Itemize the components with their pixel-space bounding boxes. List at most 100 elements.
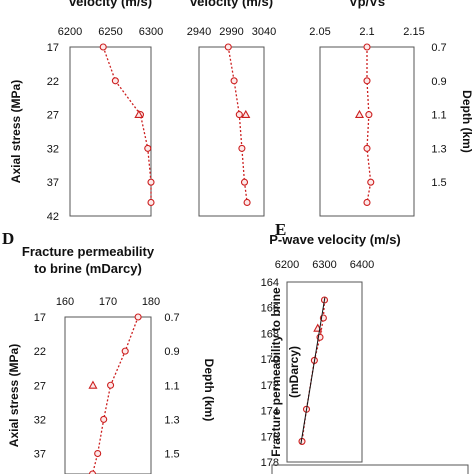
triangle-point bbox=[241, 109, 251, 119]
y-tick-label: 22 bbox=[47, 76, 59, 88]
y-tick-label: 27 bbox=[47, 110, 59, 122]
x-tick-label: 2990 bbox=[219, 26, 243, 38]
plot-frame bbox=[286, 281, 363, 463]
y2-tick-label: 1.5 bbox=[164, 449, 179, 461]
chart-panel-3: Vp/Vs 2.05 2.1 2.15 0.7 0.9 1.1 1.3 1.5 Depth (km… bbox=[309, 0, 474, 217]
circle-point bbox=[238, 144, 246, 152]
series-line bbox=[102, 46, 152, 203]
chart-title: P-wave velocity (m/s) bbox=[269, 232, 401, 247]
circle-point bbox=[107, 381, 115, 389]
circle-point bbox=[235, 111, 243, 119]
triangle-point bbox=[134, 109, 144, 119]
y-tick-label: 176 bbox=[261, 431, 279, 443]
y-tick-label: 178 bbox=[261, 457, 279, 469]
circle-point bbox=[144, 144, 152, 152]
x-tick-label: 6200 bbox=[275, 259, 299, 271]
circle-point bbox=[88, 470, 97, 474]
triangle-point bbox=[88, 380, 98, 389]
circle-point bbox=[99, 43, 107, 51]
x-tick-label: 2.15 bbox=[403, 26, 424, 38]
circle-point bbox=[121, 347, 129, 355]
y-tick-label: 174 bbox=[261, 406, 279, 418]
y2-tick-label: 1.1 bbox=[431, 110, 446, 122]
y2-tick-label: 1.3 bbox=[164, 414, 179, 426]
circle-point bbox=[134, 313, 142, 321]
circle-point bbox=[111, 77, 119, 85]
series-line bbox=[227, 46, 248, 203]
circle-point bbox=[367, 178, 375, 186]
y-tick-label: 164 bbox=[261, 277, 279, 289]
chart-title-line: to brine (mDarcy) bbox=[34, 261, 142, 276]
y2-tick-label: 1.5 bbox=[431, 177, 446, 189]
y-tick-label: 170 bbox=[261, 354, 279, 366]
x-tick-label: 6300 bbox=[312, 259, 336, 271]
x-tick-label: 2.05 bbox=[309, 26, 330, 38]
chart-title: velocity (m/s) bbox=[69, 0, 152, 9]
y-tick-label: 27 bbox=[34, 380, 46, 392]
circle-point bbox=[365, 111, 373, 119]
circle-point bbox=[363, 77, 371, 85]
x-tick-label: 160 bbox=[56, 296, 74, 308]
chart-panel-2: velocity (m/s) 2940 2990 3040 bbox=[187, 0, 276, 217]
x-tick-label: 6250 bbox=[98, 26, 122, 38]
circle-point bbox=[363, 144, 371, 152]
x-tick-label: 6200 bbox=[58, 26, 82, 38]
y2-tick-label: 1.1 bbox=[164, 380, 179, 392]
chart-title: Fracture permeability to brine (mDarcy) bbox=[22, 244, 155, 276]
y-tick-label: 166 bbox=[261, 303, 279, 315]
circle-point bbox=[243, 198, 251, 207]
series-line bbox=[366, 47, 372, 203]
x-tick-label: 3040 bbox=[252, 26, 276, 38]
circle-point bbox=[100, 415, 108, 423]
chart-panel-1: velocity (m/s) 6200 6250 6300 17 22 27 32 37 42 Ax… bbox=[9, 0, 163, 223]
y-axis-label: Axial stress (MPa) bbox=[9, 80, 23, 183]
y-axis-label: (mDarcy) bbox=[287, 346, 301, 398]
x-tick-label: 6400 bbox=[350, 259, 374, 271]
y-tick-label: 22 bbox=[34, 346, 46, 358]
x-tick-label: 180 bbox=[142, 296, 160, 308]
triangle-point bbox=[354, 109, 365, 119]
circle-point bbox=[147, 178, 155, 186]
panel-letter: E bbox=[275, 220, 286, 239]
y2-tick-label: 0.9 bbox=[164, 346, 179, 358]
x-tick-label: 2940 bbox=[187, 26, 211, 38]
circle-point bbox=[224, 43, 232, 51]
y-tick-label: 168 bbox=[261, 328, 279, 340]
y2-tick-label: 0.9 bbox=[431, 76, 446, 88]
y-tick-label: 32 bbox=[47, 143, 59, 155]
y2-axis-label: Depth (km) bbox=[202, 359, 216, 422]
y-tick-label: 37 bbox=[34, 449, 46, 461]
chart-panel-4: D Fracture permeability to brine (mDarcy) 1… bbox=[2, 229, 216, 474]
y-axis-label: Fracture permeability to brine bbox=[269, 287, 283, 457]
x-tick-label: 6300 bbox=[139, 26, 163, 38]
y-tick-label: 37 bbox=[47, 177, 59, 189]
legend-box bbox=[271, 464, 469, 474]
circle-point bbox=[363, 43, 371, 51]
circle-point bbox=[240, 178, 249, 186]
chart-title: Vp/Vs bbox=[349, 0, 385, 9]
y-tick-label: 42 bbox=[47, 211, 59, 223]
circle-point bbox=[94, 449, 102, 458]
y-axis-label: Axial stress (MPa) bbox=[7, 344, 21, 447]
panel-letter: D bbox=[2, 229, 14, 248]
trend-line bbox=[300, 297, 326, 445]
y-tick-label: 17 bbox=[47, 42, 59, 54]
plot-frame bbox=[69, 46, 152, 217]
circle-point bbox=[147, 198, 155, 207]
y2-tick-label: 0.7 bbox=[431, 42, 446, 54]
y-tick-label: 32 bbox=[34, 414, 46, 426]
chart-title-line: Fracture permeability bbox=[22, 244, 155, 259]
plot-frame bbox=[64, 316, 152, 474]
circle-point bbox=[363, 198, 371, 207]
x-tick-label: 2.1 bbox=[359, 26, 374, 38]
y-tick-label: 172 bbox=[261, 380, 279, 392]
circle-point bbox=[230, 77, 238, 85]
y-tick-label: 17 bbox=[34, 312, 46, 324]
y2-tick-label: 1.3 bbox=[431, 143, 446, 155]
chart-panel-5: EP-wave velocity (m/s) 6200 6300 6400 164 166… bbox=[261, 220, 401, 469]
x-tick-label: 170 bbox=[99, 296, 117, 308]
chart-title: velocity (m/s) bbox=[190, 0, 273, 9]
plot-frame bbox=[198, 46, 265, 217]
y2-tick-label: 0.7 bbox=[164, 312, 179, 324]
